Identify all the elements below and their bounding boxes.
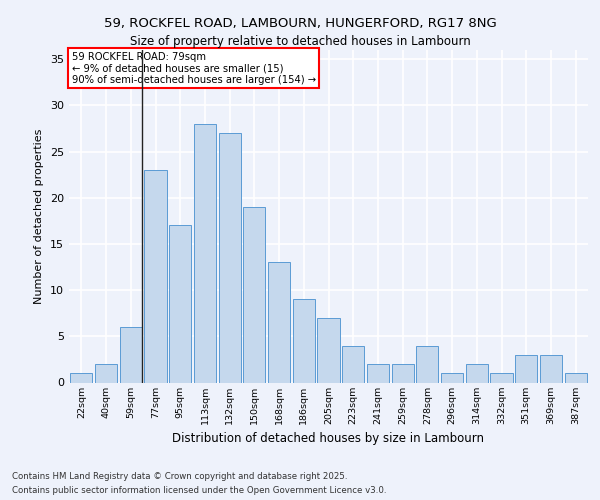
Bar bbox=[119, 327, 142, 382]
Text: 59 ROCKFEL ROAD: 79sqm
← 9% of detached houses are smaller (15)
90% of semi-deta: 59 ROCKFEL ROAD: 79sqm ← 9% of detached … bbox=[71, 52, 316, 85]
Bar bbox=[416, 346, 439, 383]
X-axis label: Distribution of detached houses by size in Lambourn: Distribution of detached houses by size … bbox=[173, 432, 485, 445]
Bar bbox=[367, 364, 389, 382]
Bar bbox=[243, 207, 265, 382]
Bar bbox=[441, 374, 463, 382]
Bar bbox=[293, 300, 315, 382]
Bar bbox=[515, 355, 538, 382]
Text: Contains public sector information licensed under the Open Government Licence v3: Contains public sector information licen… bbox=[12, 486, 386, 495]
Bar bbox=[342, 346, 364, 383]
Bar bbox=[540, 355, 562, 382]
Bar bbox=[317, 318, 340, 382]
Bar bbox=[218, 133, 241, 382]
Bar bbox=[70, 374, 92, 382]
Bar bbox=[169, 226, 191, 382]
Bar bbox=[194, 124, 216, 382]
Bar bbox=[490, 374, 512, 382]
Bar bbox=[145, 170, 167, 382]
Text: Contains HM Land Registry data © Crown copyright and database right 2025.: Contains HM Land Registry data © Crown c… bbox=[12, 472, 347, 481]
Bar bbox=[95, 364, 117, 382]
Text: 59, ROCKFEL ROAD, LAMBOURN, HUNGERFORD, RG17 8NG: 59, ROCKFEL ROAD, LAMBOURN, HUNGERFORD, … bbox=[104, 18, 496, 30]
Y-axis label: Number of detached properties: Number of detached properties bbox=[34, 128, 44, 304]
Text: Size of property relative to detached houses in Lambourn: Size of property relative to detached ho… bbox=[130, 35, 470, 48]
Bar bbox=[268, 262, 290, 382]
Bar bbox=[392, 364, 414, 382]
Bar bbox=[565, 374, 587, 382]
Bar bbox=[466, 364, 488, 382]
